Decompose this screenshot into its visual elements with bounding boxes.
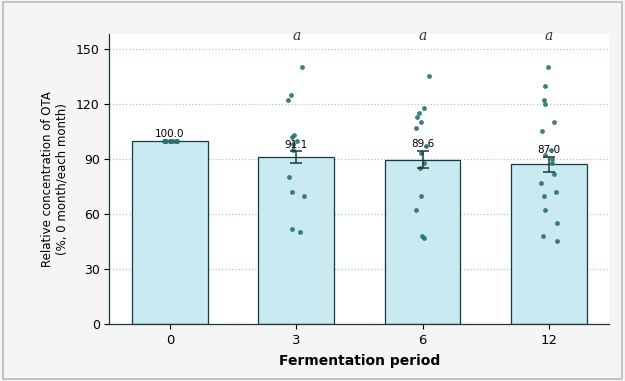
Text: a: a [292, 29, 301, 43]
Point [167, 138, 177, 144]
Point [416, 150, 426, 157]
Point [289, 132, 299, 138]
Point [283, 97, 293, 103]
Bar [511, 165, 587, 324]
Point [159, 138, 169, 144]
Bar [132, 141, 208, 324]
Point [288, 141, 298, 147]
Point [540, 152, 550, 158]
Point [416, 192, 426, 199]
Point [160, 138, 170, 144]
Point [536, 180, 546, 186]
Point [552, 239, 562, 245]
Point [414, 110, 424, 116]
Point [286, 92, 296, 98]
Point [538, 233, 548, 239]
Text: a: a [418, 29, 427, 43]
Text: a: a [544, 29, 553, 43]
Point [411, 207, 421, 213]
Point [539, 192, 549, 199]
Point [160, 138, 170, 144]
Point [292, 138, 302, 144]
Text: 87.0: 87.0 [538, 145, 561, 155]
Point [173, 138, 182, 144]
Point [549, 171, 559, 177]
Point [549, 119, 559, 125]
Point [547, 156, 557, 162]
Point [169, 138, 179, 144]
Bar [258, 157, 334, 324]
Point [415, 165, 425, 171]
Point [537, 128, 547, 134]
Point [540, 101, 550, 107]
Text: 91.1: 91.1 [284, 139, 308, 150]
Point [284, 174, 294, 180]
Text: 89.6: 89.6 [411, 139, 434, 149]
Point [171, 138, 181, 144]
Point [287, 189, 297, 195]
Y-axis label: Relative concentration of OTA
(%, 0 month/each month): Relative concentration of OTA (%, 0 mont… [41, 91, 69, 267]
Point [161, 138, 171, 144]
Point [547, 160, 557, 166]
Point [165, 138, 175, 144]
Point [165, 138, 175, 144]
Point [546, 147, 556, 153]
Point [287, 226, 297, 232]
Point [539, 97, 549, 103]
Bar [384, 160, 461, 324]
Point [416, 119, 426, 125]
X-axis label: Fermentation period: Fermentation period [279, 354, 440, 368]
Point [421, 143, 431, 149]
Point [540, 207, 550, 213]
Point [419, 235, 429, 241]
Point [424, 74, 434, 80]
Point [543, 64, 553, 70]
Point [412, 114, 422, 120]
Point [551, 189, 561, 195]
Point [288, 147, 298, 153]
Point [299, 192, 309, 199]
Point [288, 134, 298, 140]
Point [411, 125, 421, 131]
Text: 100.0: 100.0 [155, 129, 185, 139]
Point [419, 104, 429, 110]
Point [552, 220, 562, 226]
Point [541, 83, 551, 89]
Point [417, 233, 427, 239]
Point [419, 160, 429, 166]
Point [298, 64, 308, 70]
Point [295, 229, 305, 235]
